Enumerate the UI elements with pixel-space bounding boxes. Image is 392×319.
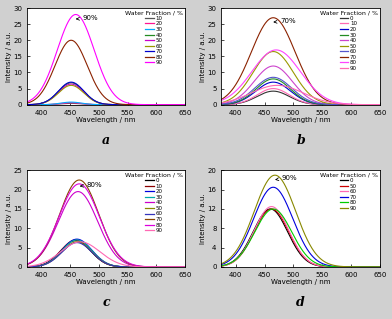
Text: 90%: 90% [76,15,98,21]
X-axis label: Wavelength / nm: Wavelength / nm [271,279,330,285]
Y-axis label: Intensity / a.u.: Intensity / a.u. [5,193,11,244]
Y-axis label: Intensity / a.u.: Intensity / a.u. [200,31,206,82]
Legend: 0, 10, 20, 30, 40, 50, 60, 70, 80, 90: 0, 10, 20, 30, 40, 50, 60, 70, 80, 90 [319,10,378,71]
Y-axis label: Intensity / a.u.: Intensity / a.u. [200,193,206,244]
Text: c: c [102,296,110,309]
X-axis label: Wavelength / nm: Wavelength / nm [271,117,330,123]
Text: d: d [296,296,305,309]
Legend: 10, 20, 30, 40, 50, 60, 70, 80, 90: 10, 20, 30, 40, 50, 60, 70, 80, 90 [124,10,183,66]
Y-axis label: Intensity / a.u.: Intensity / a.u. [5,31,11,82]
X-axis label: Wavelength / nm: Wavelength / nm [76,117,136,123]
Text: b: b [296,134,305,147]
Text: 70%: 70% [274,18,296,24]
Text: 80%: 80% [81,182,102,188]
Legend: 0, 50, 60, 70, 80, 90: 0, 50, 60, 70, 80, 90 [319,172,378,211]
X-axis label: Wavelength / nm: Wavelength / nm [76,279,136,285]
Legend: 0, 10, 20, 30, 40, 50, 60, 70, 80, 90: 0, 10, 20, 30, 40, 50, 60, 70, 80, 90 [124,172,183,234]
Text: 90%: 90% [276,174,298,181]
Text: a: a [102,134,110,147]
